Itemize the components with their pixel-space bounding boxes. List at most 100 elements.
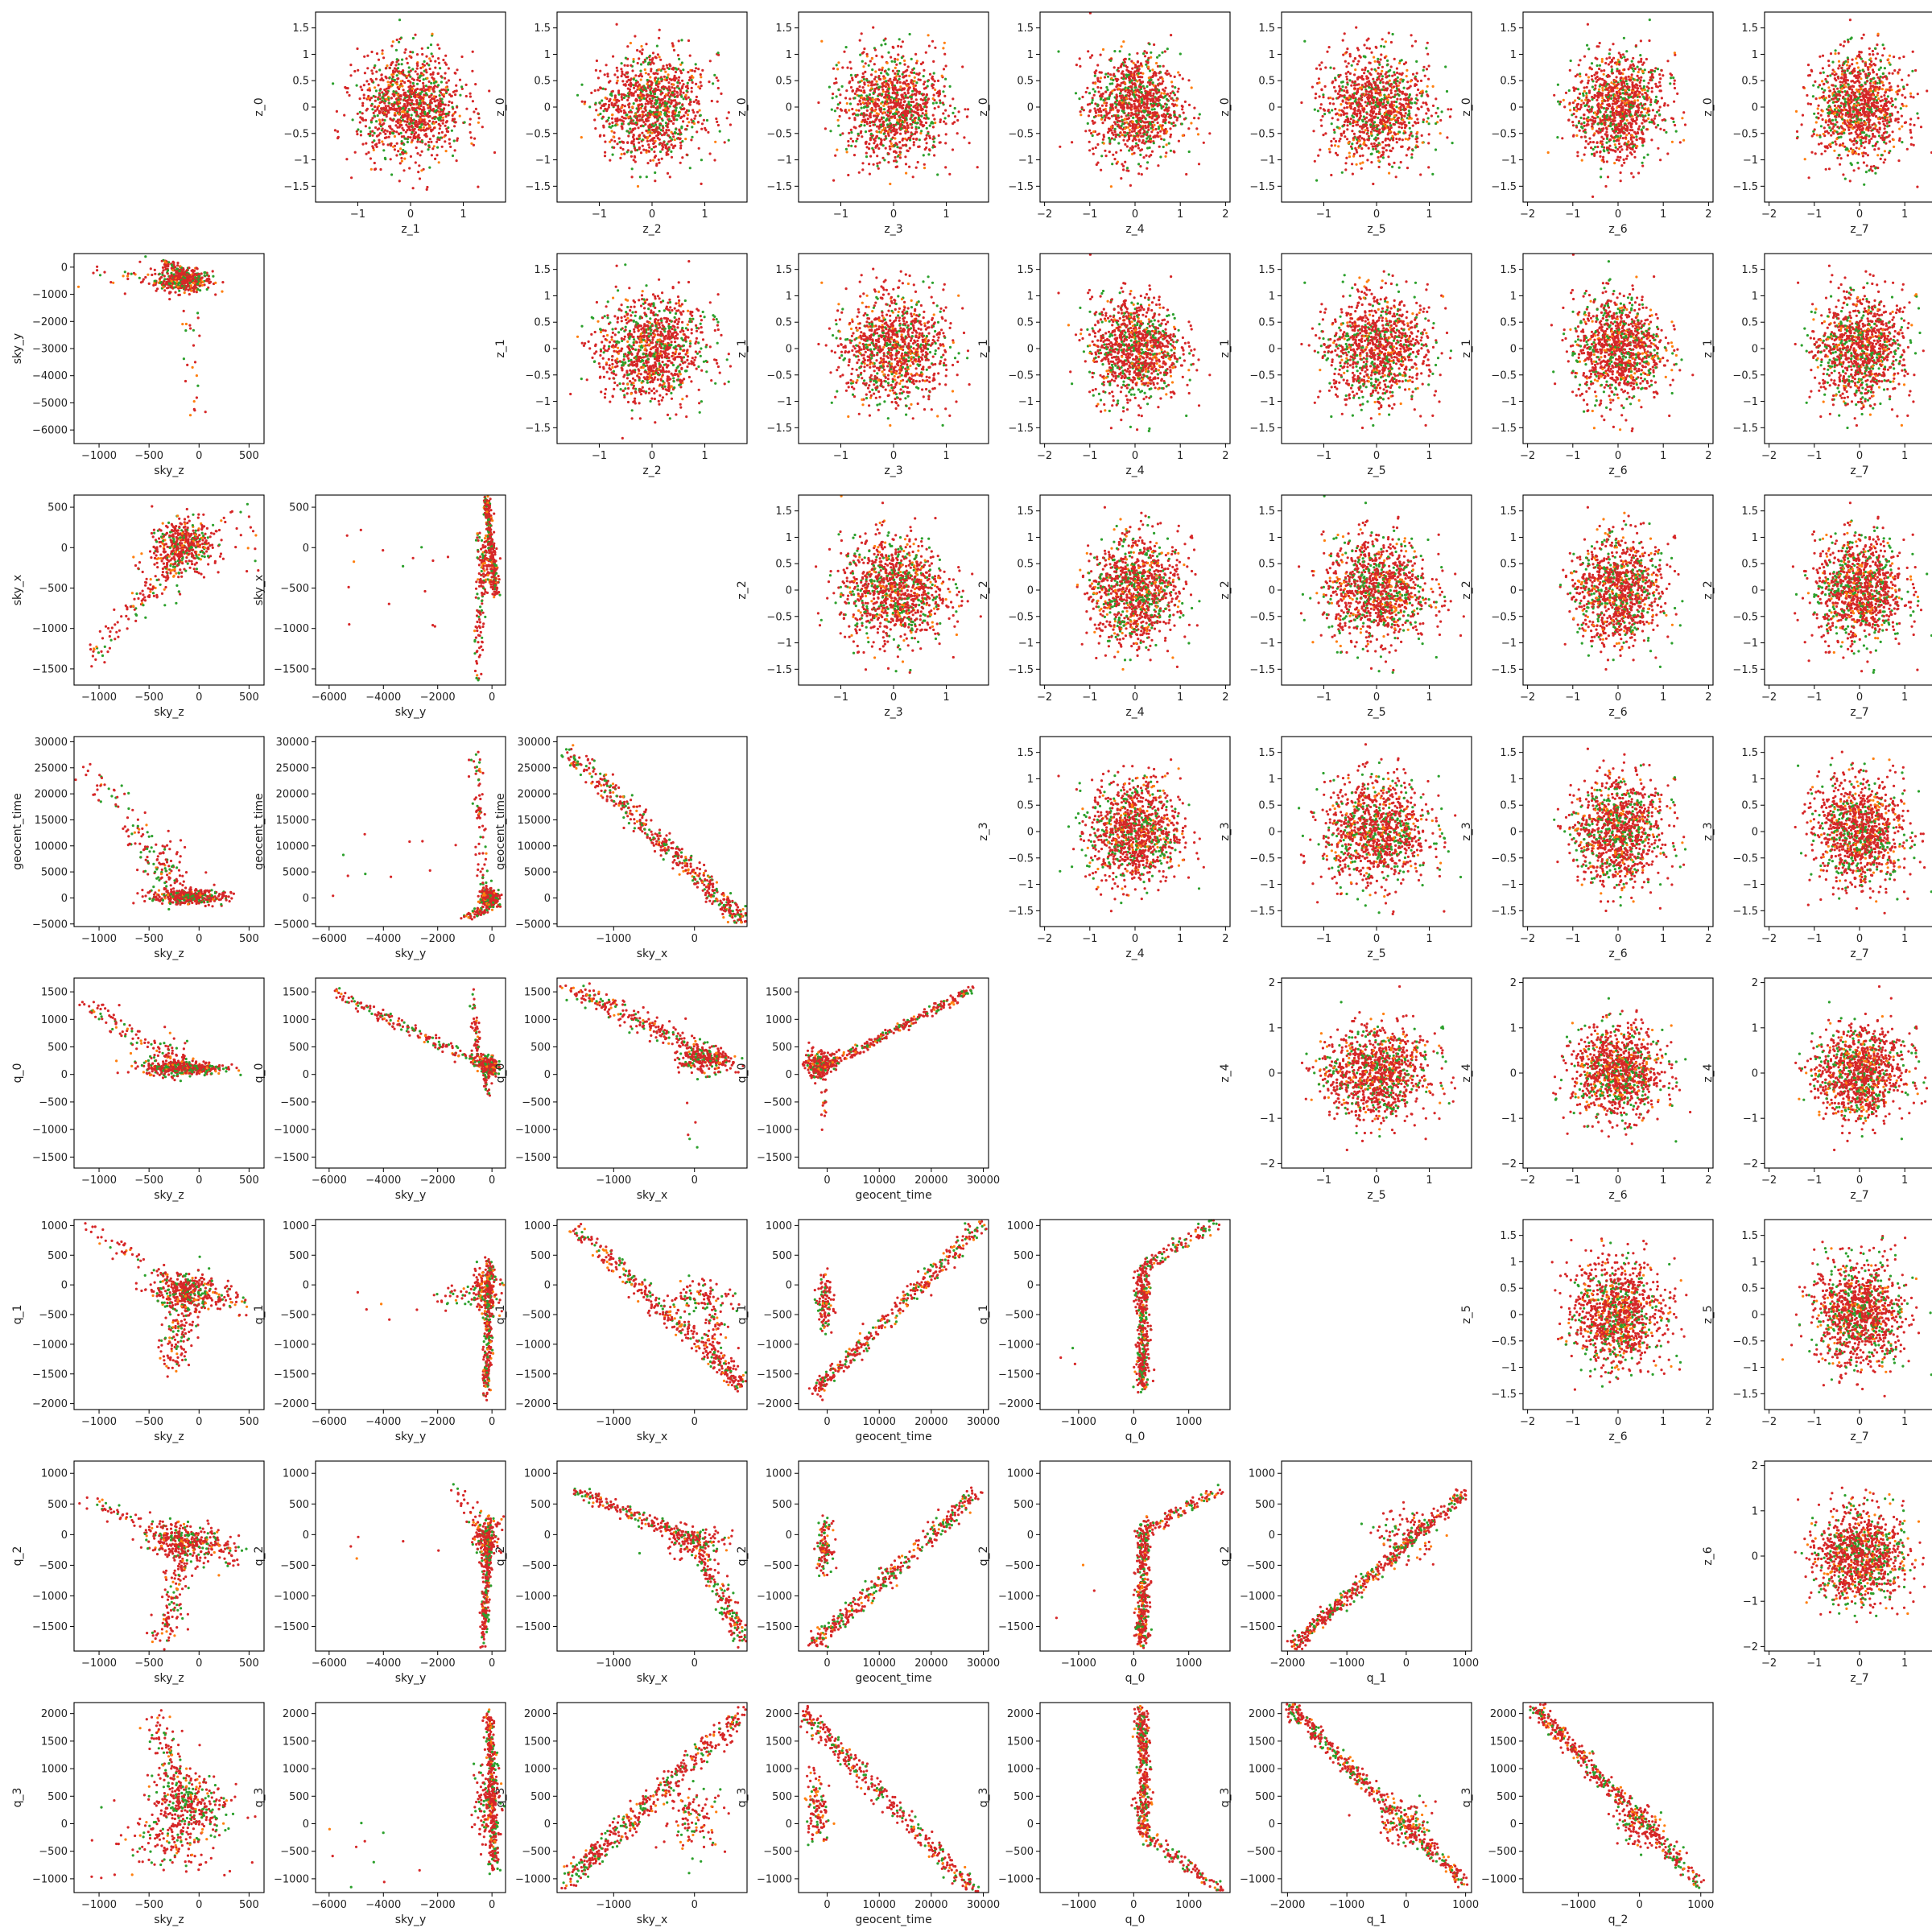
scatter-point [211,546,214,550]
scatter-point [623,1021,626,1024]
scatter-point [133,597,136,601]
axes-frame [73,977,265,1169]
scatter-point [190,1072,193,1075]
scatter-point [126,275,130,278]
scatter-point [163,888,166,891]
scatter-point [144,858,147,861]
scatter-point [477,1064,480,1067]
scatter-point [159,1042,162,1046]
scatter-point [481,611,485,614]
scatter-point [219,898,222,901]
scatter-point [564,748,568,751]
scatter-point [485,909,489,912]
scatter-point [741,908,745,911]
scatter-point [438,1036,441,1039]
scatter-point [498,593,502,597]
x-tick-label: −1000 [596,1174,631,1187]
scatter-point [213,891,217,895]
scatter-point [143,811,147,815]
scatter-point [572,986,576,989]
scatter-point [199,894,202,897]
scatter-point [716,1058,720,1061]
scatter-point [217,1071,221,1075]
scatter-point [168,877,171,880]
scatter-point [564,984,568,988]
scatter-point [126,277,130,281]
scatter-point [697,1061,700,1064]
scatter-point [160,559,163,563]
scatter-point [170,890,173,894]
scatter-point [423,1034,427,1038]
scatter-point [168,848,171,851]
scatter-point [188,414,192,417]
scatter-point [599,772,602,775]
scatter-point [484,615,487,619]
scatter-point [109,630,112,634]
scatter-point [609,1003,613,1006]
scatter-point [147,1041,150,1044]
scatter-point [217,543,221,547]
scatter-point [642,1022,645,1025]
scatter-point [152,862,155,865]
scatter-point [199,289,202,292]
scatter-point [391,1025,394,1028]
scatter-point [170,541,173,544]
scatter-point [667,1042,671,1045]
scatter-point [683,1037,686,1040]
scatter-point [185,894,188,897]
scatter-point [138,276,141,279]
scatter-point [650,1034,653,1037]
scatter-point [186,562,189,565]
scatter-point [708,886,711,889]
scatter-point [481,640,484,643]
scatter-point [691,1062,695,1065]
scatter-point [473,638,477,642]
scatter-point [126,1071,130,1074]
scatter-point [674,1059,677,1062]
scatter-point [652,844,655,847]
x-tick-label: 0 [489,691,495,704]
scatter-point [345,534,349,537]
scatter-point [225,1066,228,1069]
scatter-point [217,571,220,574]
scatter-point [609,1015,612,1018]
scatter-point [178,874,182,877]
scatter-point [175,891,178,895]
scatter-point [668,832,671,835]
scatter-point [153,268,156,271]
scatter-point [691,1034,694,1038]
scatter-point [476,1026,479,1029]
scatter-point [215,897,218,900]
scatter-point [198,534,201,537]
scatter-point [122,1022,126,1026]
scatter-point [732,1061,735,1064]
scatter-point [675,1041,679,1044]
scatter-point [715,887,718,890]
scatter-point [659,854,663,857]
scatter-point [933,1008,936,1011]
scatter-point [695,1050,698,1053]
scatter-point [225,1070,228,1073]
y-tick-label: 1500 [524,987,551,999]
scatter-point [638,819,642,823]
scatter-point [476,1038,479,1042]
scatter-point [687,1064,691,1067]
scatter-point [196,529,200,532]
scatter-point [572,755,576,759]
scatter-point [586,758,589,762]
scatter-point [684,1017,687,1020]
y-tick-label: 25000 [276,762,309,774]
scatter-point [203,283,206,287]
scatter-point [377,1018,380,1021]
scatter-point [155,578,159,582]
scatter-point [671,867,675,870]
scatter-point [477,641,480,644]
scatter-point [614,1005,617,1008]
scatter-point [114,1026,118,1029]
scatter-point [212,898,215,901]
scatter-point [167,1073,171,1076]
scatter-points [76,255,225,417]
scatter-point [239,1073,242,1076]
scatter-point [363,832,366,836]
scatter-point [353,560,356,564]
